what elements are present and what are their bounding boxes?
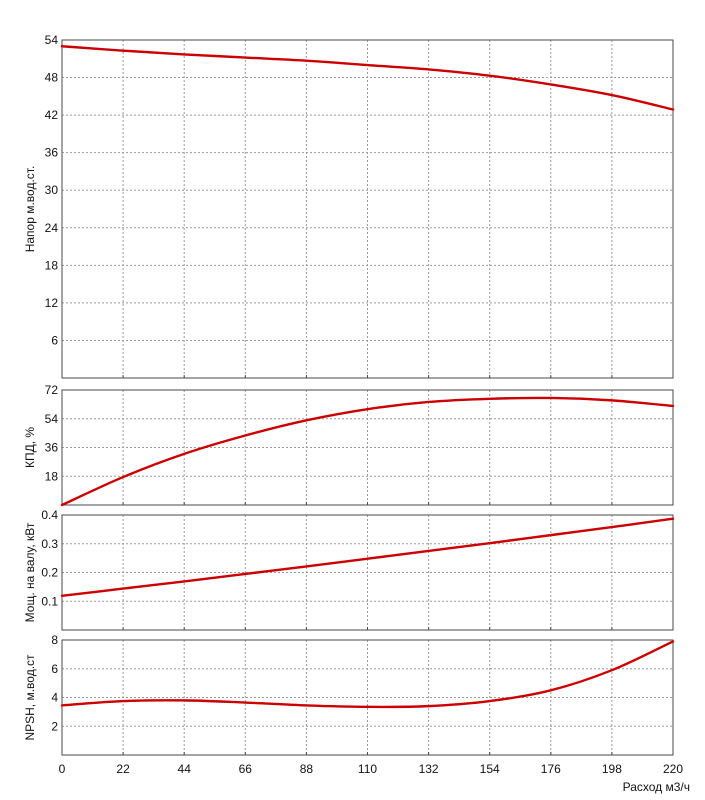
y-tick-label: 2 bbox=[51, 719, 58, 733]
panel-power: 0.1 0.2 0.3 0.4 Мощ. на валу, кВт bbox=[23, 508, 675, 631]
curve-npsh bbox=[60, 640, 675, 709]
x-tick-label: 132 bbox=[419, 762, 439, 776]
y-tick-label: 24 bbox=[45, 221, 59, 235]
y-tick-label: 12 bbox=[45, 296, 59, 310]
x-tick-label: 88 bbox=[300, 762, 314, 776]
y-tick-label: 30 bbox=[45, 183, 59, 197]
y-tick-label: 0.4 bbox=[41, 508, 58, 522]
panel-efficiency: 18 36 54 72 КПД, % bbox=[23, 383, 675, 507]
y-tick-label: 6 bbox=[51, 662, 58, 676]
y-tick-label: 0.3 bbox=[41, 537, 58, 551]
y-tick-label: 48 bbox=[45, 71, 59, 85]
x-axis-title: Расход м3/ч bbox=[623, 780, 690, 794]
y-tick-label: 18 bbox=[45, 469, 59, 483]
panel-head: 6 12 18 24 30 36 42 48 54 Напор м.вод.ст. bbox=[23, 33, 675, 379]
x-tick-label: 44 bbox=[178, 762, 192, 776]
y-axis-title: Мощ. на валу, кВт bbox=[23, 522, 37, 622]
panel-npsh: 2 4 6 8 NPSH, м.вод.ст bbox=[23, 633, 675, 756]
y-tick-label: 8 bbox=[51, 633, 58, 647]
y-axis-title: КПД, % bbox=[23, 427, 37, 468]
y-tick-label: 0.1 bbox=[41, 594, 58, 608]
y-tick-label: 18 bbox=[45, 258, 59, 272]
x-tick-label: 110 bbox=[358, 762, 377, 776]
curve-efficiency bbox=[60, 396, 675, 507]
x-tick-label: 22 bbox=[116, 762, 130, 776]
y-tick-label: 0.2 bbox=[41, 566, 58, 580]
curve-head bbox=[60, 45, 675, 111]
x-tick-label: 176 bbox=[541, 762, 561, 776]
y-tick-label: 36 bbox=[45, 146, 59, 160]
y-tick-label: 72 bbox=[45, 383, 59, 397]
y-tick-label: 36 bbox=[45, 441, 59, 455]
y-axis-title: Напор м.вод.ст. bbox=[23, 166, 37, 253]
x-tick-label: 198 bbox=[602, 762, 622, 776]
y-tick-label: 42 bbox=[45, 108, 59, 122]
y-tick-label: 4 bbox=[51, 691, 58, 705]
y-axis-title: NPSH, м.вод.ст bbox=[23, 654, 37, 741]
curve-power bbox=[60, 517, 675, 597]
x-tick-label: 154 bbox=[480, 762, 500, 776]
x-tick-label: 0 bbox=[59, 762, 66, 776]
x-axis: 0 22 44 66 88 110 132 154 176 198 220 bbox=[59, 762, 684, 776]
x-tick-label: 220 bbox=[663, 762, 683, 776]
y-tick-label: 54 bbox=[45, 33, 59, 47]
y-tick-label: 6 bbox=[51, 333, 58, 347]
x-tick-label: 66 bbox=[239, 762, 253, 776]
y-tick-label: 54 bbox=[45, 412, 59, 426]
